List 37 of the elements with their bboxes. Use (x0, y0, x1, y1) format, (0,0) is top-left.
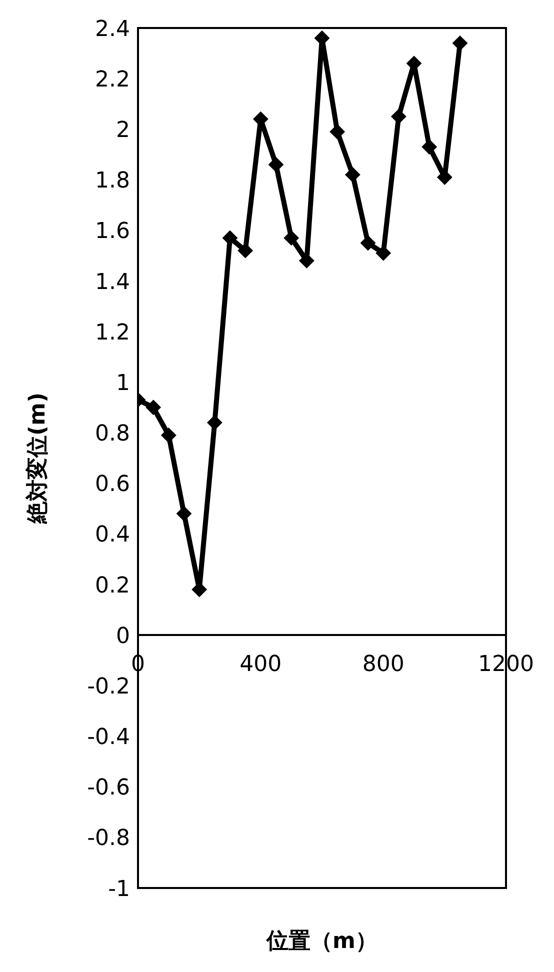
y-axis-title: 絶対変位(m) (24, 392, 50, 525)
y-tick-label: 2 (116, 118, 130, 143)
y-tick-label: 1.4 (95, 270, 130, 295)
x-tick-label: 400 (240, 652, 282, 678)
y-tick-label: 0.4 (95, 522, 130, 548)
point (284, 230, 299, 246)
y-tick-label: 0 (116, 624, 130, 649)
y-tick-label: 0.8 (95, 422, 130, 447)
y-tick-label: 0.6 (95, 472, 130, 498)
point (238, 243, 253, 258)
point (330, 124, 345, 140)
point (176, 506, 192, 522)
y-tick-label: -0.8 (87, 826, 130, 852)
point (452, 36, 468, 51)
y-tick-label: -0.4 (87, 725, 130, 750)
point (345, 167, 360, 182)
y-tick-label: -1 (108, 876, 130, 902)
point (161, 428, 176, 443)
point (391, 109, 406, 124)
point (146, 400, 161, 415)
x-tick-label: 800 (362, 652, 404, 678)
point (422, 139, 437, 154)
point (207, 415, 222, 430)
point (268, 157, 284, 172)
point (360, 236, 376, 250)
y-tick-label: 2.4 (95, 16, 130, 42)
y-tick-label: 1.8 (95, 168, 130, 194)
x-axis-title: 位置（m） (266, 929, 378, 954)
y-tick-label: 1.6 (95, 219, 130, 244)
y-tick-label: -0.6 (87, 776, 130, 801)
point (222, 230, 238, 246)
y-tick-label: 1 (116, 370, 130, 396)
point (376, 246, 391, 261)
y-tick-label: 0.2 (95, 573, 130, 598)
y-tick-label: -0.2 (87, 674, 130, 700)
y-tick-label: 1.2 (95, 320, 130, 346)
y-tick-label: 2.2 (95, 67, 130, 92)
